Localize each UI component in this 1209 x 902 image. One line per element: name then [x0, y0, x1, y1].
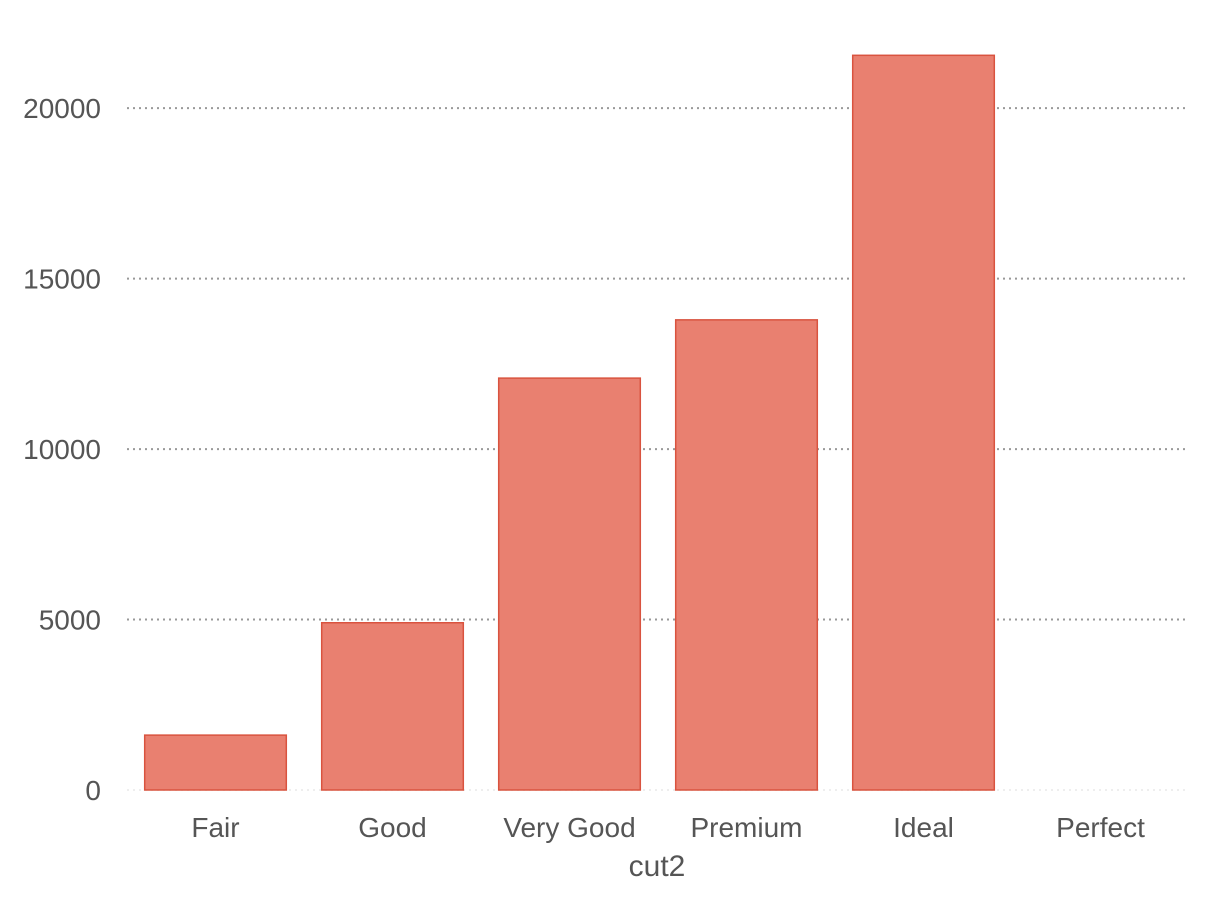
bar — [320, 622, 465, 791]
x-axis-ticks: Fair Good Very Good Premium Ideal Perfect — [191, 812, 1145, 843]
y-tick-label: 15000 — [23, 264, 101, 295]
bars — [143, 54, 996, 791]
x-tick-label: Good — [358, 812, 427, 843]
x-tick-label: Premium — [690, 812, 802, 843]
x-tick-label: Ideal — [893, 812, 954, 843]
y-tick-label: 0 — [85, 775, 101, 806]
y-tick-label: 20000 — [23, 93, 101, 124]
bar — [143, 734, 288, 791]
bar — [674, 319, 819, 791]
bar — [497, 377, 642, 791]
y-tick-label: 5000 — [39, 605, 101, 636]
x-tick-label: Perfect — [1056, 812, 1145, 843]
y-tick-label: 10000 — [23, 434, 101, 465]
x-axis-title: cut2 — [629, 850, 686, 883]
x-tick-label: Fair — [191, 812, 239, 843]
gridlines — [127, 107, 1189, 791]
x-tick-label: Very Good — [503, 812, 635, 843]
y-axis-ticks: 0 5000 10000 15000 20000 — [23, 93, 101, 806]
bar — [851, 54, 996, 791]
